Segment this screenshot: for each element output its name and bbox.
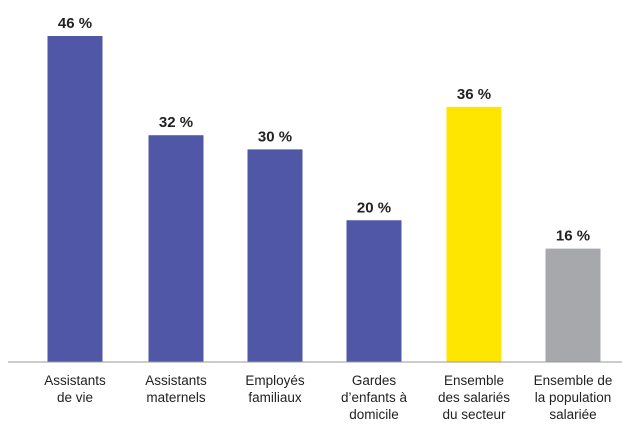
category-label-line: la population: [535, 390, 612, 405]
bar-1: [47, 36, 103, 362]
category-label-line: Assistants: [145, 373, 207, 388]
category-label-4: Gardes d’enfants à domicile: [341, 373, 408, 422]
category-label-line: domicile: [349, 407, 399, 422]
category-label-2: Assistants maternels: [145, 373, 207, 405]
category-label-line: des salariés: [438, 390, 510, 405]
category-label-line: maternels: [146, 390, 206, 405]
category-label-line: Ensemble: [444, 373, 504, 388]
category-label-line: salariée: [549, 407, 596, 422]
category-label-line: du secteur: [442, 407, 506, 422]
bar-2: [148, 135, 204, 362]
value-label-2: 32 %: [159, 114, 193, 131]
value-label-6: 16 %: [556, 228, 590, 245]
category-label-6: Ensemble de la population salariée: [534, 373, 613, 422]
category-label-line: Employés: [245, 373, 305, 388]
category-label-line: d’enfants à: [341, 390, 408, 405]
category-label-3: Employés familiaux: [245, 373, 305, 405]
category-label-line: Ensemble de: [534, 373, 613, 388]
category-label-line: Gardes: [352, 373, 397, 388]
bars-group: [47, 36, 601, 362]
bar-4: [346, 220, 402, 362]
category-labels-group: Assistants de vie Assistants maternels Emplo…: [44, 373, 612, 422]
category-label-line: de vie: [57, 390, 93, 405]
category-label-5: Ensemble des salariés du secteur: [438, 373, 510, 422]
value-label-3: 30 %: [258, 128, 292, 145]
value-label-4: 20 %: [357, 199, 391, 216]
value-label-5: 36 %: [457, 86, 491, 103]
value-labels-group: 46 % 32 % 30 % 20 % 36 % 16 %: [58, 15, 590, 245]
category-label-line: Assistants: [44, 373, 106, 388]
bar-3: [247, 149, 303, 362]
category-label-line: familiaux: [248, 390, 302, 405]
bar-5: [446, 106, 502, 362]
category-label-1: Assistants de vie: [44, 373, 106, 405]
value-label-1: 46 %: [58, 15, 92, 32]
bar-6: [545, 248, 601, 362]
